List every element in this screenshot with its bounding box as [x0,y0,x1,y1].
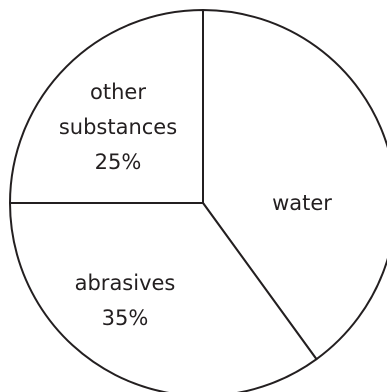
label-other-line2: substances [59,115,177,139]
slice-abrasives [9,202,318,392]
label-other-line1: other [90,80,146,104]
label-other-pct: 25% [95,150,142,174]
pie-slices [9,9,387,392]
slice-other-substances [9,9,204,204]
label-abrasives-pct: 35% [102,306,149,330]
label-water: water [272,191,332,215]
label-abrasives: abrasives [75,271,176,295]
